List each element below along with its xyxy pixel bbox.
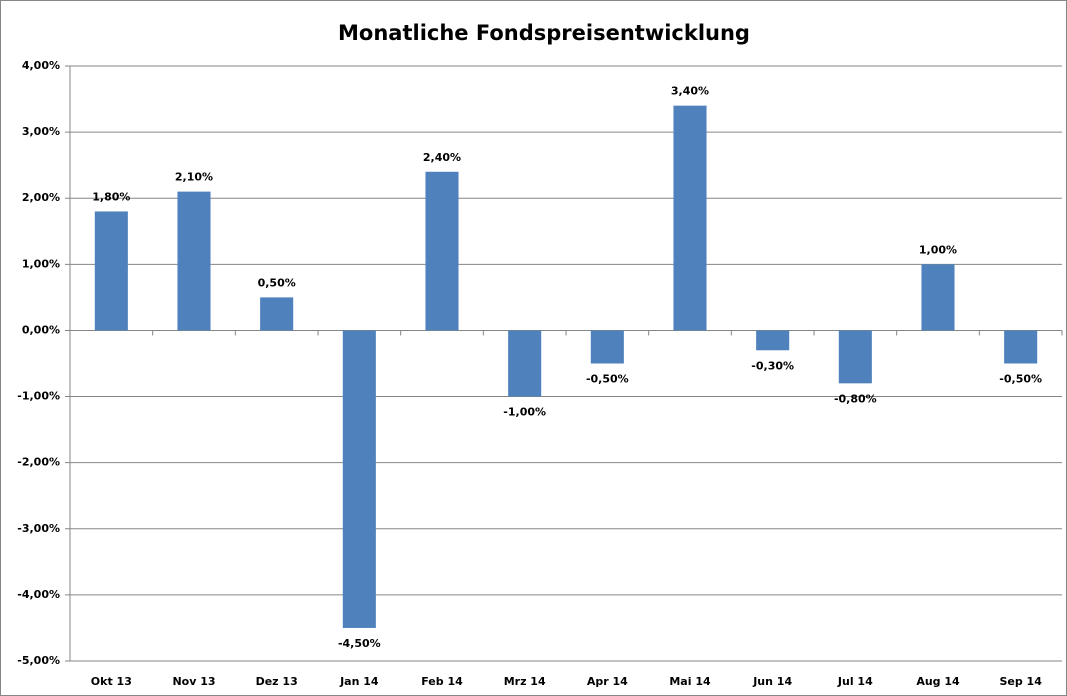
x-tick-label: Feb 14 bbox=[421, 675, 463, 688]
bar bbox=[508, 330, 542, 397]
y-tick-label: -4,00% bbox=[17, 588, 60, 601]
bar bbox=[590, 330, 624, 364]
y-tick-label: 4,00% bbox=[22, 59, 60, 72]
x-tick-label: Jul 14 bbox=[837, 675, 873, 688]
x-tick-label: Apr 14 bbox=[587, 675, 628, 688]
data-label: 2,40% bbox=[423, 151, 461, 164]
bar bbox=[838, 330, 872, 384]
bar bbox=[921, 264, 955, 331]
x-tick-label: Nov 13 bbox=[172, 675, 215, 688]
x-tick-label: Sep 14 bbox=[999, 675, 1042, 688]
x-tick-label: Okt 13 bbox=[91, 675, 132, 688]
y-tick-label: 3,00% bbox=[22, 125, 60, 138]
y-tick-label: -1,00% bbox=[17, 390, 60, 403]
chart-title: Monatliche Fondspreisentwicklung bbox=[338, 21, 750, 45]
y-tick-label: -3,00% bbox=[17, 522, 60, 535]
x-tick-label: Jun 14 bbox=[752, 675, 792, 688]
x-tick-label: Mai 14 bbox=[669, 675, 711, 688]
y-tick-label: -2,00% bbox=[17, 456, 60, 469]
data-label: 3,40% bbox=[671, 85, 709, 98]
bar bbox=[425, 171, 459, 331]
y-tick-label: 2,00% bbox=[22, 191, 60, 204]
x-tick-label: Jan 14 bbox=[339, 675, 379, 688]
bar bbox=[260, 297, 294, 331]
data-label: -1,00% bbox=[503, 406, 546, 419]
bar bbox=[756, 330, 790, 351]
bar bbox=[94, 211, 128, 331]
data-label: -0,80% bbox=[834, 392, 877, 405]
data-label: 0,50% bbox=[258, 276, 296, 289]
bar bbox=[673, 105, 707, 331]
x-tick-label: Mrz 14 bbox=[504, 675, 546, 688]
bar bbox=[342, 330, 376, 628]
x-tick-label: Dez 13 bbox=[256, 675, 298, 688]
data-label: -0,30% bbox=[751, 359, 794, 372]
data-label: -0,50% bbox=[586, 373, 629, 386]
x-tick-label: Aug 14 bbox=[916, 675, 960, 688]
data-label: 2,10% bbox=[175, 171, 213, 184]
y-tick-label: 0,00% bbox=[22, 323, 60, 336]
data-label: 1,80% bbox=[92, 190, 130, 203]
y-tick-label: -5,00% bbox=[17, 654, 60, 667]
bar bbox=[177, 191, 211, 331]
data-label: -0,50% bbox=[999, 373, 1042, 386]
bar bbox=[1004, 330, 1038, 364]
data-label: -4,50% bbox=[338, 637, 381, 650]
y-tick-label: 1,00% bbox=[22, 257, 60, 270]
data-label: 1,00% bbox=[919, 243, 957, 256]
